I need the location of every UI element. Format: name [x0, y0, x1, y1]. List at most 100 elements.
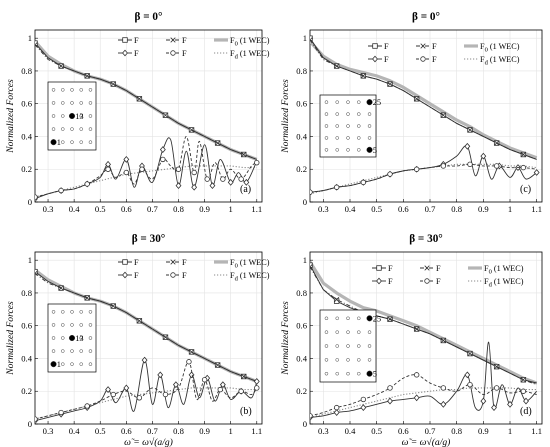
legend-label: Fd (1 WEC)	[480, 55, 520, 67]
data-point	[136, 96, 142, 102]
array-body	[51, 336, 56, 340]
x-tick-label: 0.4	[69, 426, 80, 436]
array-body	[324, 316, 329, 321]
array-body	[346, 358, 350, 362]
array-inset: 25 5	[319, 309, 381, 383]
data-point	[84, 295, 90, 301]
legend-label: F	[182, 258, 187, 267]
data-point	[162, 391, 169, 398]
array-body	[70, 88, 74, 92]
legend: F F F0 (1 WEC)F F Fd (1 WEC)	[118, 36, 270, 61]
body-number-label: 1	[57, 138, 61, 147]
y-tick-label: 0.4	[21, 353, 32, 363]
data-point	[413, 372, 420, 378]
series-line-5	[35, 387, 257, 420]
array-body	[324, 100, 329, 104]
data-point	[494, 140, 500, 146]
x-tick-label: 1.1	[251, 204, 262, 214]
data-point	[520, 377, 526, 383]
chart-title: β = 0°	[412, 11, 440, 23]
x-tick-label: 0.6	[398, 426, 409, 436]
y-tick-label: 0.8	[296, 66, 307, 76]
array-body	[88, 310, 93, 314]
array-body	[357, 100, 361, 104]
data-point	[243, 178, 250, 186]
array-body	[79, 349, 83, 353]
x-tick-label: 0.3	[318, 426, 329, 436]
y-tick-label: 0	[303, 419, 307, 429]
y-axis-label: Normalized Forces	[280, 301, 291, 376]
data-point	[520, 388, 527, 394]
array-body	[335, 330, 339, 334]
array-body	[79, 140, 83, 144]
x-tick-label: 1	[508, 204, 512, 214]
array-body	[367, 344, 372, 348]
series-line-3	[310, 341, 537, 418]
legend-label: F	[134, 271, 139, 280]
legend-marker	[376, 265, 382, 271]
array-body	[79, 101, 83, 105]
data-point	[220, 176, 226, 182]
y-axis-label: Normalized Forces	[5, 301, 16, 376]
data-point	[533, 169, 540, 176]
y-tick-label: 0.4	[296, 131, 307, 141]
legend-label: F0 (1 WEC)	[484, 264, 524, 276]
plot-frame	[309, 29, 543, 203]
data-point	[162, 112, 169, 118]
legend-label: F	[388, 277, 393, 286]
x-tick-label: 0.7	[147, 426, 158, 436]
array-body	[367, 112, 372, 116]
data-point	[464, 371, 471, 379]
x-tick-label: 1.1	[251, 426, 262, 436]
array-body	[335, 316, 339, 321]
x-tick-label: 0.6	[121, 204, 132, 214]
y-tick-label: 0.8	[21, 66, 32, 76]
legend: F F F0 (1 WEC)F F Fd (1 WEC)	[372, 264, 524, 289]
data-point	[58, 409, 64, 416]
data-point	[123, 169, 130, 176]
array-body	[346, 148, 350, 152]
legend-label: F	[436, 277, 441, 286]
y-tick-label: 1	[28, 255, 32, 265]
data-point	[35, 270, 38, 276]
x-tick-label: 1.1	[531, 204, 542, 214]
data-point	[413, 394, 420, 402]
array-body	[335, 344, 339, 348]
series-group	[310, 35, 540, 196]
data-point	[414, 96, 420, 102]
array-body	[346, 371, 350, 376]
array-body	[61, 323, 65, 327]
legend-marker	[122, 37, 128, 43]
legend-label: F	[182, 36, 187, 45]
data-point	[414, 326, 420, 332]
data-point	[201, 377, 208, 383]
data-point	[480, 397, 487, 405]
array-body	[61, 140, 65, 144]
data-point	[215, 362, 221, 368]
data-point	[188, 349, 195, 355]
legend-label: F0 (1 WEC)	[230, 36, 270, 48]
highlighted-body	[68, 334, 76, 342]
legend-label: F	[432, 42, 437, 51]
array-body	[88, 140, 93, 144]
array-body	[367, 124, 372, 128]
data-point	[136, 318, 142, 324]
array-body	[79, 88, 83, 92]
data-point	[188, 127, 195, 133]
x-tick-label: 0.7	[425, 204, 436, 214]
data-point	[139, 166, 145, 172]
legend-marker	[420, 56, 426, 62]
data-point	[186, 359, 192, 365]
array-body	[70, 362, 74, 366]
data-point	[84, 403, 90, 409]
x-axis-label: ω̃ = ω√(a/g)	[124, 437, 173, 447]
legend-label: Fd (1 WEC)	[484, 277, 524, 289]
chart-title: β = 0°	[135, 11, 163, 23]
body-number-label: 25	[373, 98, 381, 107]
y-tick-label: 0.6	[296, 321, 307, 331]
x-tick-label: 1	[229, 426, 233, 436]
array-body	[79, 114, 83, 118]
data-point	[493, 163, 500, 169]
x-axis-label: ω̃ = ω√(a/g)	[402, 437, 451, 447]
x-tick-label: 0.8	[451, 204, 462, 214]
